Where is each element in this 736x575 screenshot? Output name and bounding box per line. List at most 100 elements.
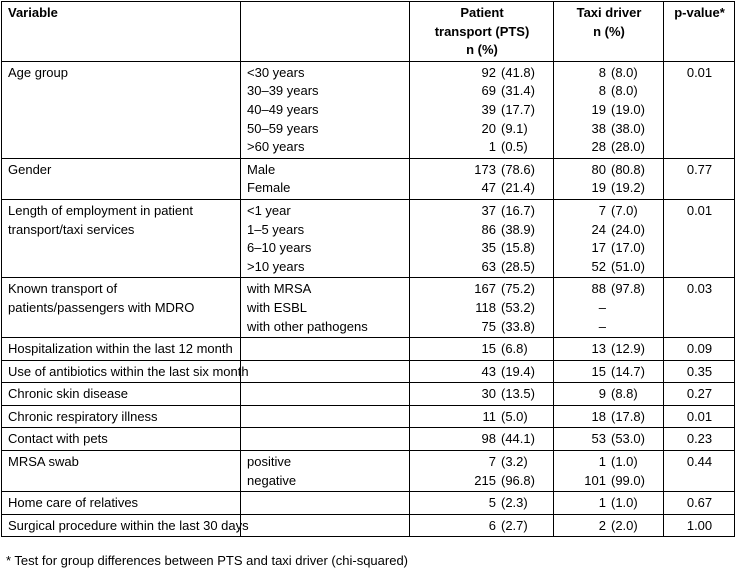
percent-value: (2.7) — [501, 517, 528, 533]
pts-cell: 30 (13.5) — [409, 382, 554, 406]
count-line: 9 (8.8) — [560, 385, 658, 404]
table-row: Contact with pets 98 (44.1) 53 (53.0) 0.23 — [1, 427, 735, 452]
variable-label: Gender — [8, 161, 52, 177]
count-value: – — [598, 318, 606, 334]
variable-cell: Known transport of patients/passengers wi… — [1, 277, 241, 339]
count-value: 15 — [591, 363, 606, 379]
count-value: 28 — [591, 139, 606, 155]
category-label: with MRSA — [247, 281, 312, 297]
category-label: >60 years — [247, 139, 305, 155]
percent-value: (17.8) — [611, 408, 645, 424]
pvalue-cell: 0.67 — [663, 491, 735, 515]
header-taxi: Taxi driver n (%) — [553, 1, 664, 62]
percent-value: (2.3) — [501, 495, 528, 511]
pts-cell: 43 (19.4) — [409, 359, 554, 384]
count-line: 1 (0.5) — [416, 138, 548, 157]
count-line: 7 (3.2) — [416, 453, 548, 472]
pts-cell: 98 (44.1) — [409, 427, 554, 452]
category-cell — [240, 404, 410, 429]
percent-value: (96.8) — [501, 472, 535, 488]
count-value: 47 — [481, 180, 496, 196]
count-value: 39 — [481, 101, 496, 117]
variable-label: Contact with pets — [8, 431, 108, 447]
pts-cell: 7 (3.2) 215 (96.8) — [409, 450, 554, 493]
category-cell — [240, 427, 410, 452]
count-value: 8 — [598, 64, 606, 80]
count-line: 118 (53.2) — [416, 299, 548, 318]
category-label: positive — [247, 454, 292, 470]
taxi-cell: 15 (14.7) — [553, 359, 664, 384]
count-line: 173 (78.6) — [416, 161, 548, 180]
percent-value: (8.8) — [611, 386, 638, 402]
pvalue-text: 0.09 — [686, 341, 713, 357]
pvalue-cell: 0.03 — [663, 277, 735, 339]
count-value: 24 — [591, 221, 606, 237]
category-label: 40–49 years — [247, 101, 319, 117]
pvalue-cell: 1.00 — [663, 513, 735, 538]
count-value: 8 — [598, 83, 606, 99]
count-value: 35 — [481, 240, 496, 256]
pts-cell: 173 (78.6) 47 (21.4) — [409, 157, 554, 200]
count-line: 24 (24.0) — [560, 221, 658, 240]
category-label: Male — [247, 161, 276, 177]
pvalue-text: 0.67 — [686, 495, 713, 511]
percent-value: (75.2) — [501, 281, 535, 297]
count-value: 5 — [488, 495, 496, 511]
pvalue-text: 0.35 — [686, 363, 713, 379]
count-value: 7 — [598, 202, 606, 218]
count-value: 1 — [488, 139, 496, 155]
percent-value: (1.0) — [611, 495, 638, 511]
count-line: 18 (17.8) — [560, 408, 658, 427]
category-label: with ESBL — [247, 299, 307, 315]
count-line: 7 (7.0) — [560, 202, 658, 221]
pvalue-cell: 0.35 — [663, 359, 735, 384]
table-row: Home care of relatives 5 (2.3) 1 (1.0) 0.67 — [1, 491, 735, 515]
variable-cell: Use of antibiotics within the last six m… — [1, 359, 249, 384]
count-value: 167 — [474, 281, 496, 297]
variable-cell: MRSA swab — [1, 450, 241, 493]
category-cell — [240, 359, 410, 384]
percent-value: (31.4) — [501, 83, 535, 99]
count-value: 98 — [481, 431, 496, 447]
count-value: 6 — [488, 517, 496, 533]
variable-cell: Gender — [1, 157, 241, 200]
percent-value: (9.1) — [501, 120, 528, 136]
count-line: 1 (1.0) — [560, 453, 658, 472]
taxi-cell: 18 (17.8) — [553, 404, 664, 429]
count-line: 37 (16.7) — [416, 202, 548, 221]
count-value: 88 — [591, 281, 606, 297]
count-value: 15 — [481, 341, 496, 357]
pvalue-cell: 0.23 — [663, 427, 735, 452]
pts-cell: 167 (75.2) 118 (53.2) 75 (33.8) — [409, 277, 554, 339]
table-row: MRSA swab positive negative 7 (3.2) 215 (96.8)… — [1, 450, 735, 493]
percent-value: (80.8) — [611, 161, 645, 177]
count-line: – — [560, 299, 658, 318]
count-value: 173 — [474, 161, 496, 177]
count-value: 30 — [481, 386, 496, 402]
percent-value: (17.0) — [611, 240, 645, 256]
table-row: Use of antibiotics within the last six m… — [1, 359, 735, 384]
category-cell: <30 years 30–39 years 40–49 years 50–59 yea… — [240, 60, 410, 159]
count-value: 75 — [481, 318, 496, 334]
footnote: * Test for group differences between PTS… — [6, 553, 409, 568]
variable-cell: Home care of relatives — [1, 491, 241, 515]
pts-cell: 11 (5.0) — [409, 404, 554, 429]
pts-cell: 15 (6.8) — [409, 337, 554, 361]
percent-value: (17.7) — [501, 101, 535, 117]
count-line: 167 (75.2) — [416, 280, 548, 299]
taxi-cell: 80 (80.8) 19 (19.2) — [553, 157, 664, 200]
category-cell — [240, 382, 410, 406]
pts-cell: 92 (41.8) 69 (31.4) 39 (17.7) 20 (9.1) 1 (0.5) — [409, 60, 554, 159]
count-value: 13 — [591, 341, 606, 357]
count-value: 86 — [481, 221, 496, 237]
taxi-cell: 9 (8.8) — [553, 382, 664, 406]
variable-label: Hospitalization within the last 12 month — [8, 341, 233, 357]
pvalue-text: 0.01 — [686, 64, 713, 80]
count-line: – — [560, 318, 658, 337]
percent-value: (53.2) — [501, 299, 535, 315]
count-value: 118 — [475, 299, 496, 315]
category-label: 30–39 years — [247, 83, 319, 99]
percent-value: (33.8) — [501, 318, 535, 334]
percent-value: (44.1) — [501, 431, 535, 447]
category-label: negative — [247, 472, 297, 488]
